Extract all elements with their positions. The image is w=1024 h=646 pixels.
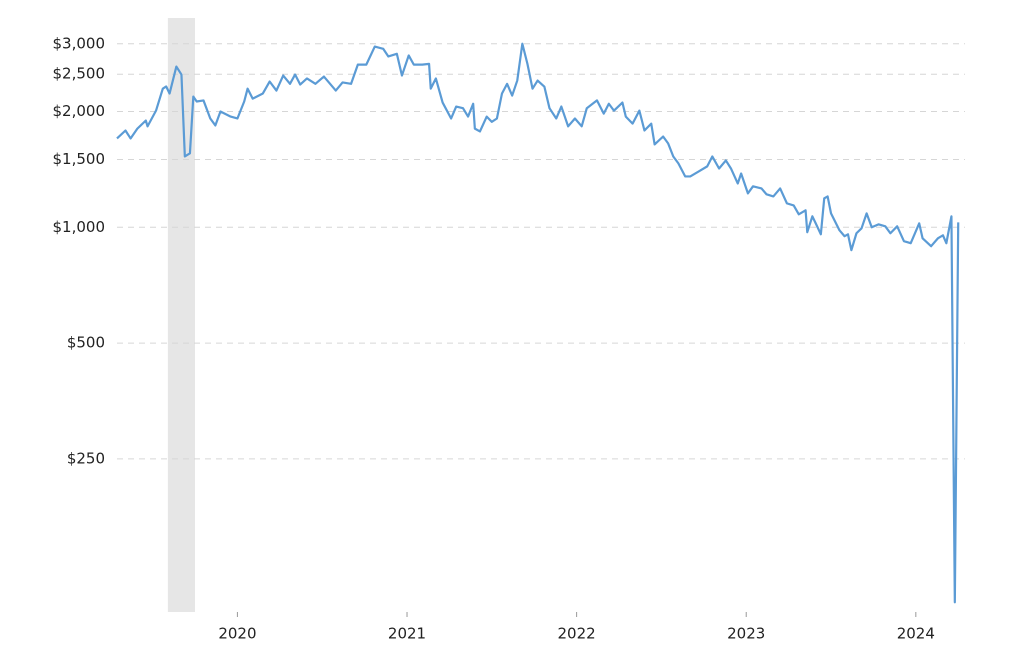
x-tick-label: 2021 [388,625,426,643]
y-tick-label: $1,000 [53,218,106,236]
shaded-region [167,18,196,612]
x-tick-label: 2022 [558,625,596,643]
price-line [116,42,960,604]
x-tick-label: 2024 [897,625,935,643]
x-tick-label: 2023 [727,625,765,643]
y-tick-label: $500 [67,334,105,352]
y-tick-label: $2,000 [53,102,106,120]
y-tick-label: $2,500 [53,65,106,83]
y-tick-label: $3,000 [53,34,106,52]
y-tick-label: $250 [67,449,105,467]
x-tick-label: 2020 [218,625,256,643]
y-tick-label: $1,500 [53,150,106,168]
